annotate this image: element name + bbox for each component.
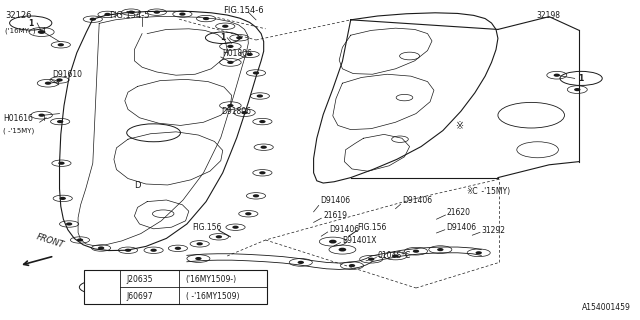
Circle shape (66, 222, 72, 226)
Text: 1: 1 (98, 283, 103, 292)
Text: FIG.154-5: FIG.154-5 (109, 11, 149, 20)
FancyBboxPatch shape (84, 270, 267, 304)
Circle shape (196, 242, 203, 245)
Circle shape (232, 226, 239, 229)
Text: B91401X: B91401X (342, 236, 377, 245)
Circle shape (77, 238, 83, 242)
Circle shape (216, 235, 222, 238)
Text: -'15MY): -'15MY) (479, 187, 510, 196)
Circle shape (437, 248, 444, 251)
Circle shape (236, 36, 243, 39)
Circle shape (90, 18, 96, 21)
Circle shape (38, 30, 45, 34)
Circle shape (227, 61, 234, 64)
Text: D91406: D91406 (330, 225, 360, 234)
Text: D: D (134, 181, 141, 190)
Text: J60697: J60697 (126, 292, 153, 301)
Circle shape (392, 254, 399, 258)
Text: 1: 1 (579, 74, 584, 83)
Text: FRONT: FRONT (35, 232, 65, 250)
Text: FIG.156: FIG.156 (357, 223, 387, 232)
Circle shape (476, 251, 482, 254)
Circle shape (150, 249, 157, 252)
Circle shape (368, 258, 374, 261)
Circle shape (57, 120, 63, 123)
Circle shape (246, 53, 253, 56)
Text: H01616: H01616 (3, 114, 33, 123)
Text: ('16MY- ): ('16MY- ) (5, 27, 36, 34)
Text: 21619: 21619 (323, 211, 347, 220)
Circle shape (203, 17, 209, 20)
Text: D91806: D91806 (221, 107, 251, 116)
Circle shape (259, 120, 266, 123)
Circle shape (56, 78, 63, 82)
Circle shape (45, 82, 51, 85)
Circle shape (574, 88, 580, 91)
Text: D91406: D91406 (447, 223, 477, 232)
Circle shape (195, 257, 202, 260)
Text: ('16MY1509-): ('16MY1509-) (186, 275, 237, 284)
Text: D91610: D91610 (52, 70, 83, 79)
Circle shape (125, 249, 131, 252)
Circle shape (128, 11, 134, 14)
Text: 0104S*C: 0104S*C (378, 251, 411, 260)
Circle shape (253, 194, 259, 197)
Circle shape (154, 11, 160, 14)
Text: 32126: 32126 (5, 12, 31, 20)
Circle shape (349, 264, 355, 267)
Circle shape (257, 94, 263, 98)
Circle shape (298, 261, 304, 264)
Circle shape (98, 246, 104, 250)
Circle shape (413, 250, 419, 253)
Circle shape (58, 43, 64, 46)
Text: H01806: H01806 (223, 49, 253, 58)
Circle shape (260, 146, 267, 149)
Circle shape (329, 240, 337, 244)
Text: 32198: 32198 (536, 11, 561, 20)
Circle shape (58, 162, 65, 165)
Text: 21620: 21620 (447, 208, 471, 217)
Text: ※C: ※C (466, 187, 477, 196)
Text: D91406: D91406 (320, 196, 350, 205)
Circle shape (339, 248, 346, 252)
Circle shape (227, 104, 234, 107)
Text: ※: ※ (456, 121, 463, 132)
Circle shape (241, 111, 248, 114)
Text: FIG.154-6: FIG.154-6 (223, 6, 263, 15)
Circle shape (554, 74, 560, 77)
Circle shape (245, 212, 252, 215)
Circle shape (227, 45, 234, 48)
Circle shape (222, 25, 228, 28)
Circle shape (38, 114, 45, 117)
Text: 1: 1 (220, 33, 225, 42)
Circle shape (259, 171, 266, 174)
Text: ( -'15MY): ( -'15MY) (3, 127, 35, 134)
Text: FIG.156: FIG.156 (192, 223, 221, 232)
Circle shape (104, 13, 111, 16)
Text: D91406: D91406 (402, 196, 432, 205)
Text: A154001459: A154001459 (582, 303, 630, 312)
Circle shape (60, 197, 66, 200)
Circle shape (253, 71, 259, 75)
Circle shape (179, 12, 186, 16)
Text: 1: 1 (28, 19, 33, 28)
Text: 31292: 31292 (481, 226, 506, 235)
Circle shape (175, 247, 181, 250)
Text: J20635: J20635 (126, 275, 152, 284)
Text: ( -'16MY1509): ( -'16MY1509) (186, 292, 239, 301)
